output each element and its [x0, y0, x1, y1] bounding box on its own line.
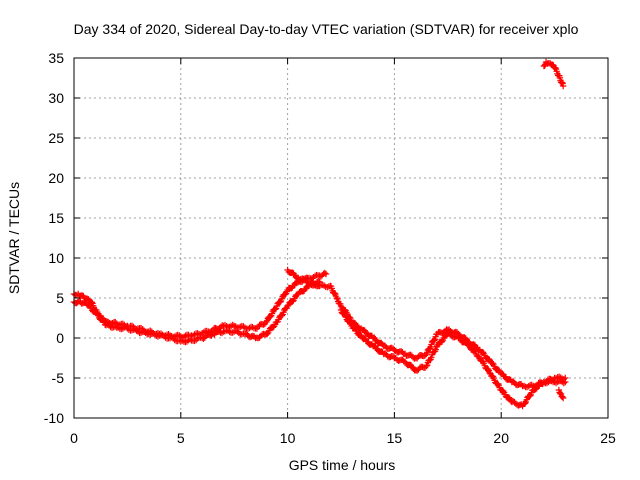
y-tick-label: 20 — [48, 170, 64, 186]
data-point — [423, 362, 430, 370]
data-point-fill — [556, 389, 564, 397]
data-point-fill — [349, 325, 365, 339]
data-point-fill — [548, 61, 557, 69]
data-point — [559, 394, 567, 402]
x-tick-label: 10 — [280, 430, 296, 446]
data-point-fill — [424, 343, 440, 369]
data-point-fill — [371, 334, 386, 348]
data-point-fill — [392, 355, 407, 365]
axis-frame — [73, 57, 609, 419]
y-tick-label: 10 — [48, 250, 64, 266]
data-point-fill — [72, 291, 80, 299]
data-layer — [70, 58, 569, 410]
data-point-fill — [499, 370, 514, 384]
data-point-fill — [125, 326, 140, 334]
data-point-fill — [334, 295, 344, 308]
data-point-fill — [338, 309, 355, 328]
data-point-fill — [541, 61, 549, 69]
ticks-layer: 0 5 10 15 20 25 -10 -5 0 5 10 15 20 25 30 35 — [44, 50, 616, 446]
data-point-fill — [477, 357, 493, 377]
data-point-fill — [274, 288, 290, 307]
y-tick-label: 0 — [56, 330, 64, 346]
x-tick-label: 0 — [70, 430, 78, 446]
y-tick-label: 35 — [48, 50, 64, 66]
y-tick-label: 15 — [48, 210, 64, 226]
series-track-f — [555, 386, 567, 402]
data-point-fill — [499, 387, 515, 405]
y-tick-label: -10 — [44, 410, 64, 426]
x-tick-label: 5 — [177, 430, 185, 446]
data-point-fill — [413, 352, 429, 362]
data-point-fill — [78, 299, 89, 307]
data-point-fill — [82, 295, 93, 305]
data-point — [562, 378, 569, 386]
data-point-fill — [211, 328, 226, 338]
data-point — [559, 82, 567, 90]
data-point-fill — [488, 359, 504, 376]
x-tick-label: 15 — [387, 430, 403, 446]
data-point-fill — [93, 309, 109, 328]
data-point-fill — [200, 331, 215, 342]
data-point — [322, 270, 330, 278]
data-point-fill — [76, 292, 87, 300]
data-point-fill — [558, 393, 566, 400]
data-point-fill — [232, 322, 247, 331]
data-point — [263, 318, 270, 326]
data-point-fill — [520, 387, 536, 408]
data-point-fill — [520, 381, 535, 391]
data-point-fill — [424, 331, 440, 356]
data-point-fill — [510, 378, 525, 389]
data-point-fill — [349, 319, 365, 333]
data-point-fill — [477, 348, 493, 363]
x-axis-label: GPS time / hours — [289, 457, 396, 473]
data-point-fill — [274, 304, 290, 325]
data-point — [333, 294, 340, 302]
data-point-fill — [243, 330, 258, 341]
data-point-fill — [488, 372, 504, 393]
x-tick-label: 25 — [600, 430, 616, 446]
y-tick-label: -5 — [52, 370, 65, 386]
data-point-fill — [360, 335, 376, 348]
data-point-fill — [263, 305, 280, 324]
y-tick-label: 5 — [56, 290, 64, 306]
data-point-fill — [285, 291, 301, 309]
data-point-fill — [531, 380, 546, 393]
data-point-fill — [381, 350, 397, 361]
data-point-fill — [434, 332, 450, 348]
data-point-fill — [360, 327, 376, 340]
data-point-fill — [221, 327, 236, 336]
series-track-e — [540, 58, 567, 90]
data-point-fill — [466, 344, 483, 360]
series-track-d — [337, 306, 569, 410]
data-point-fill — [445, 330, 461, 341]
series-track-b — [70, 278, 323, 346]
data-point-fill — [371, 342, 386, 356]
data-point-fill — [413, 363, 429, 374]
grid-layer — [74, 58, 608, 418]
y-tick-label: 30 — [48, 90, 64, 106]
x-tick-label: 20 — [493, 430, 509, 446]
y-tick-label: 25 — [48, 130, 64, 146]
data-point-fill — [327, 283, 340, 300]
data-point-fill — [115, 323, 130, 333]
series-track-c — [284, 266, 569, 391]
chart-title: Day 334 of 2020, Sidereal Day-to-day VTE… — [74, 21, 579, 37]
data-point-fill — [253, 320, 269, 332]
data-point-fill — [381, 342, 397, 352]
y-axis-label: SDTVAR / TECUs — [6, 182, 22, 294]
data-point-fill — [264, 319, 280, 338]
